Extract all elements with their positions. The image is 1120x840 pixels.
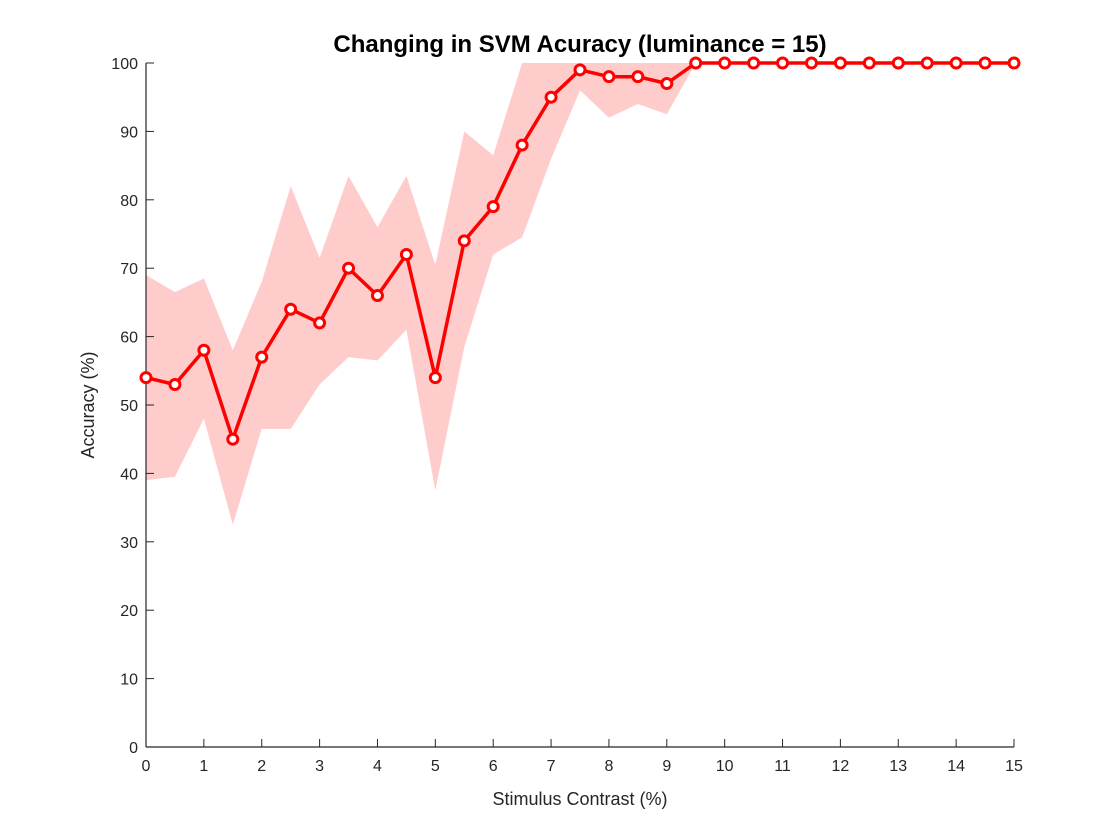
data-point: [776, 56, 790, 70]
y-tick-label: 60: [120, 330, 138, 347]
data-point: [891, 56, 905, 70]
data-point: [602, 70, 616, 84]
data-point: [1007, 56, 1021, 70]
data-point: [428, 371, 442, 385]
y-tick-label: 100: [111, 56, 138, 73]
data-point: [313, 316, 327, 330]
x-tick-label: 5: [431, 758, 440, 775]
plot-area: 0 1 2 3 4 5 6 7 8 9 10 11 12 13 14 15010203040506070809…: [111, 56, 1023, 775]
chart-title: Changing in SVM Acuracy (luminance = 15): [333, 31, 826, 58]
data-point: [544, 90, 558, 104]
data-point: [139, 371, 153, 385]
x-tick-label: 8: [604, 758, 613, 775]
x-axis-label: Stimulus Contrast (%): [492, 789, 667, 809]
data-point: [342, 261, 356, 275]
y-tick-label: 70: [120, 261, 138, 278]
y-tick-label: 10: [120, 672, 138, 689]
data-point: [226, 432, 240, 446]
x-tick-label: 14: [947, 758, 965, 775]
x-tick-label: 3: [315, 758, 324, 775]
x-tick-label: 0: [142, 758, 151, 775]
x-tick-label: 11: [774, 758, 791, 775]
data-point: [862, 56, 876, 70]
x-tick-label: 9: [662, 758, 671, 775]
data-point: [631, 70, 645, 84]
data-point: [920, 56, 934, 70]
x-tick-label: 10: [716, 758, 734, 775]
y-tick-label: 0: [129, 740, 138, 757]
data-point: [399, 248, 413, 262]
x-tick-label: 7: [547, 758, 556, 775]
data-point: [486, 200, 500, 214]
data-point: [689, 56, 703, 70]
x-tick-label: 12: [832, 758, 850, 775]
y-tick-label: 80: [120, 193, 138, 210]
data-point: [168, 377, 182, 391]
y-tick-label: 90: [120, 124, 138, 141]
data-point: [457, 234, 471, 248]
x-tick-label: 13: [889, 758, 907, 775]
data-point: [284, 302, 298, 316]
x-tick-label: 15: [1005, 758, 1023, 775]
y-tick-label: 50: [120, 398, 138, 415]
x-tick-label: 6: [489, 758, 498, 775]
data-point: [255, 350, 269, 364]
data-point: [197, 343, 211, 357]
y-tick-label: 20: [120, 603, 138, 620]
data-point: [718, 56, 732, 70]
data-point: [949, 56, 963, 70]
data-point: [660, 77, 674, 91]
data-point: [370, 289, 384, 303]
x-tick-label: 1: [199, 758, 208, 775]
y-axis-label: Accuracy (%): [78, 351, 98, 458]
y-tick-label: 30: [120, 535, 138, 552]
data-point: [978, 56, 992, 70]
y-tick-label: 40: [120, 466, 138, 483]
data-point: [573, 63, 587, 77]
x-tick-label: 4: [373, 758, 382, 775]
data-point: [833, 56, 847, 70]
data-point: [804, 56, 818, 70]
data-point: [515, 138, 529, 152]
data-point: [747, 56, 761, 70]
x-tick-label: 2: [257, 758, 266, 775]
confidence-band: [146, 63, 1014, 525]
